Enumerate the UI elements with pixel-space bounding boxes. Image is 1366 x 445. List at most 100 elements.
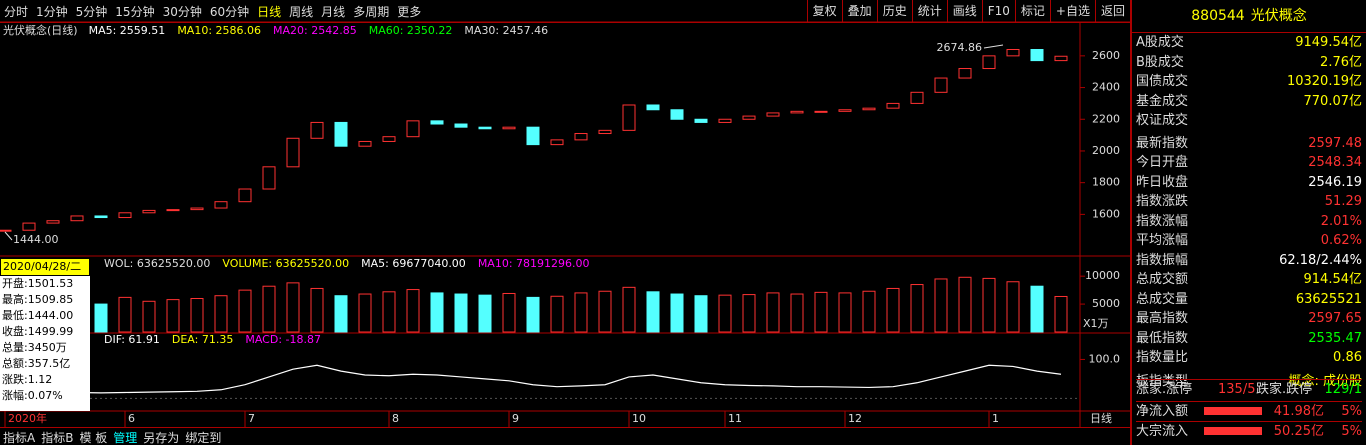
- quote-row: 总成交量 63625521: [1136, 290, 1362, 309]
- quote-row: 指数涨幅 2.01%: [1136, 212, 1362, 231]
- y-tick-label: 1600: [1092, 207, 1120, 220]
- indicator-label: VOLUME: 63625520.00: [222, 257, 349, 270]
- y-tick-label: 1800: [1092, 176, 1120, 189]
- period-button[interactable]: 分时: [4, 4, 29, 19]
- volume-bar: [262, 285, 276, 333]
- chart: 1600 1800 2000 2200 2400 2600 2020年 6 7 8 9 10 11 12 1…: [0, 21, 1130, 427]
- x-tick-label: 1: [992, 412, 999, 425]
- action-button[interactable]: 统计: [911, 0, 947, 22]
- volume-bar: [142, 300, 156, 333]
- quote-row: 权证成交: [1136, 111, 1362, 130]
- flow-label: 净流入额: [1136, 404, 1189, 419]
- tab[interactable]: 指标A: [3, 430, 36, 445]
- quote-label: 指数涨跌: [1136, 194, 1189, 209]
- flow-value: 41.98亿: [1273, 404, 1324, 419]
- tab[interactable]: 绑定到: [185, 430, 222, 445]
- volume-bar: [238, 289, 252, 333]
- action-button[interactable]: 画线: [946, 0, 982, 22]
- period-button[interactable]: 日线: [257, 4, 282, 19]
- action-button[interactable]: 标记: [1014, 0, 1050, 22]
- candle: [214, 201, 228, 209]
- tab[interactable]: 管理: [113, 430, 138, 445]
- indicator-label: DEA: 71.35: [172, 333, 233, 346]
- tab[interactable]: 指标B: [41, 430, 74, 445]
- period-button[interactable]: 60分钟: [209, 4, 250, 19]
- tab[interactable]: 另存为: [143, 430, 180, 445]
- info-date: 2020/04/28/二: [0, 258, 90, 276]
- high-pointer: [983, 44, 1004, 49]
- chart-name: 光伏概念(日线): [3, 23, 78, 37]
- period-button[interactable]: 周线: [289, 4, 314, 19]
- quote-row: 昨日收盘 2546.19: [1136, 173, 1362, 192]
- period-button[interactable]: 5分钟: [75, 4, 108, 19]
- quote-value: 914.54亿: [1303, 272, 1363, 287]
- quote-value: 63625521: [1295, 291, 1362, 307]
- action-button[interactable]: +自选: [1049, 0, 1095, 22]
- candle: [478, 126, 492, 130]
- action-button[interactable]: 复权: [806, 0, 842, 22]
- x-tick-label: 8: [392, 412, 399, 425]
- quote-value: 770.07亿: [1303, 93, 1363, 109]
- quote-row: 最新指数 2597.48: [1136, 134, 1362, 153]
- action-button[interactable]: 历史: [876, 0, 912, 22]
- quote-label: 昨日收盘: [1136, 174, 1189, 190]
- y-tick-label: 2000: [1092, 144, 1120, 157]
- quote-value: 10320.19亿: [1286, 74, 1362, 89]
- candle: [334, 121, 348, 147]
- info-line: 涨跌:1.12: [2, 373, 53, 386]
- period-button[interactable]: 30分钟: [162, 4, 202, 19]
- quote-row: 国债成交 10320.19亿: [1136, 72, 1362, 91]
- volume-bar: [934, 278, 948, 333]
- volume-bar: [94, 303, 108, 333]
- indicator-label: MA30: 2457.46: [464, 24, 548, 37]
- flow-row: 大宗流入 50.25亿 5%: [1136, 421, 1362, 441]
- period-button[interactable]: 多周期: [353, 4, 390, 19]
- flow-bar: [1204, 427, 1262, 435]
- x-tick-label: 7: [248, 412, 255, 425]
- quote-value: 2548.34: [1308, 155, 1362, 170]
- up-value: 135/5: [1218, 382, 1256, 397]
- volume-bar: [646, 291, 660, 333]
- quote-label: 指数涨幅: [1136, 213, 1189, 229]
- candle: [0, 229, 12, 232]
- y-tick-label: 100.0: [1089, 352, 1121, 365]
- volume-bar: [118, 296, 132, 333]
- quote-label: 国债成交: [1136, 74, 1189, 89]
- period-button[interactable]: 1分钟: [36, 4, 68, 19]
- candle: [22, 222, 36, 231]
- period-button[interactable]: 15分钟: [115, 4, 155, 19]
- quote-label: 总成交额: [1136, 272, 1189, 287]
- period-button[interactable]: 更多: [397, 4, 422, 19]
- volume-bar: [406, 289, 420, 333]
- quote-panel: 880544 光伏概念 A股成交 9149.54亿 B股成交 2.76亿 国债成交 10320…: [1130, 0, 1366, 445]
- tab[interactable]: 模 板: [79, 430, 108, 445]
- action-button[interactable]: 返回: [1094, 0, 1130, 22]
- candle: [862, 107, 876, 111]
- period-button[interactable]: 月线: [321, 4, 346, 19]
- quote-label: 平均涨幅: [1136, 233, 1189, 248]
- candle: [262, 166, 276, 190]
- action-button[interactable]: F10: [981, 0, 1015, 22]
- candle: [982, 55, 996, 70]
- candle: [1054, 55, 1068, 62]
- indicator-label: MA20: 2542.85: [273, 24, 357, 37]
- quote-row: 指数振幅 62.18/2.44%: [1136, 251, 1362, 270]
- action-button[interactable]: 叠加: [841, 0, 877, 22]
- volume-bar: [502, 292, 516, 333]
- quote-row: A股成交 9149.54亿: [1136, 33, 1362, 52]
- candle: [142, 209, 156, 214]
- quote-row: 最低指数 2535.47: [1136, 329, 1362, 348]
- indicator-label: MA5: 2559.51: [89, 24, 166, 37]
- x-tick-label: 6: [128, 412, 135, 425]
- quote-label: 指数量比: [1136, 350, 1189, 365]
- x-tick-label: 2020年: [8, 411, 47, 425]
- down-label: 跌家.跌停: [1256, 382, 1313, 397]
- candle: [310, 121, 324, 139]
- volume-bar: [670, 293, 684, 333]
- quote-value: 0.86: [1333, 350, 1362, 365]
- quote-label: 最新指数: [1136, 135, 1189, 151]
- y-tick-label: 10000: [1085, 269, 1120, 282]
- quote-value: 2597.48: [1308, 135, 1362, 151]
- candle: [838, 109, 852, 112]
- indicator-label: DIF: 61.91: [104, 333, 160, 346]
